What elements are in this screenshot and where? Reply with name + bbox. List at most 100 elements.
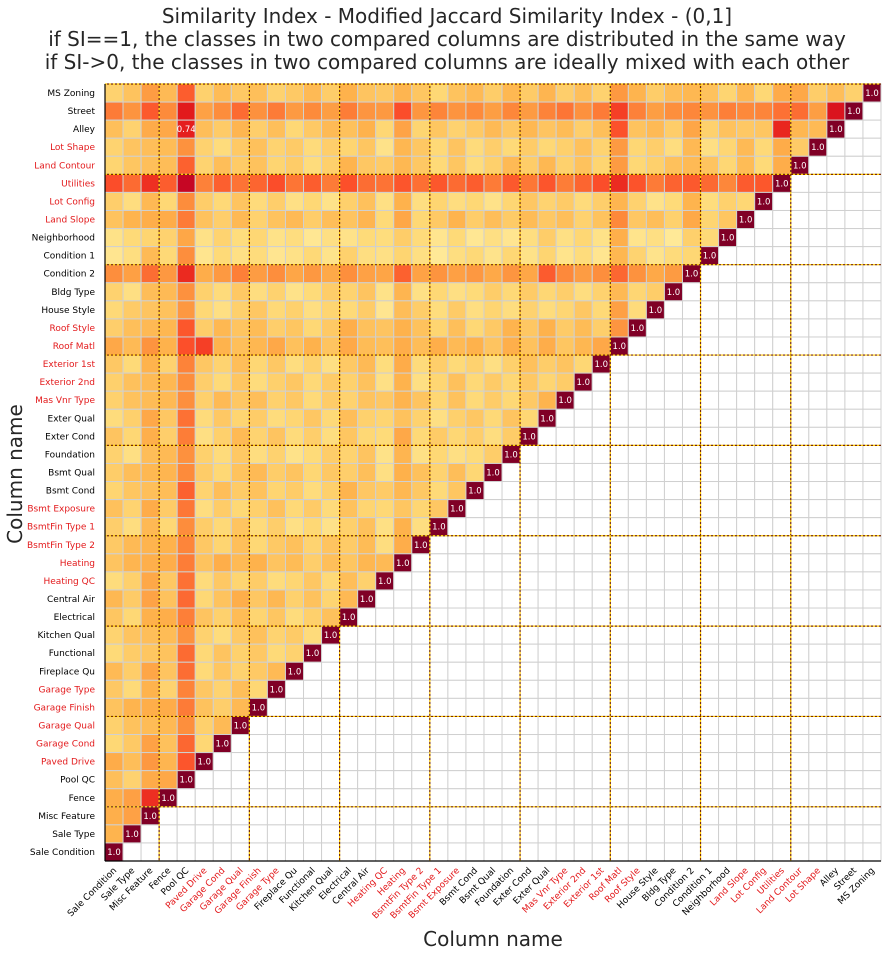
empty-cell <box>663 462 683 483</box>
empty-cell <box>321 734 341 754</box>
heatmap-cell <box>573 209 593 230</box>
diagonal-value-label: 1.0 <box>450 505 464 515</box>
empty-cell <box>754 300 774 320</box>
heatmap-cell <box>266 119 286 139</box>
empty-cell <box>411 715 431 736</box>
empty-cell <box>736 697 756 717</box>
heatmap-cell <box>194 625 214 645</box>
empty-cell <box>862 661 882 681</box>
y-tick-exterior-2nd: Exterior 2nd <box>40 378 96 388</box>
heatmap-cell <box>176 426 196 446</box>
heatmap-cell <box>230 83 250 103</box>
heatmap-cell <box>122 607 142 627</box>
heatmap-cell <box>447 372 467 392</box>
empty-cell <box>465 571 485 591</box>
empty-cell <box>826 607 846 627</box>
empty-cell <box>357 788 377 808</box>
heatmap-cell <box>700 191 720 211</box>
heatmap-cell <box>230 462 250 483</box>
heatmap-cell <box>230 336 250 356</box>
heatmap-cell <box>266 137 286 157</box>
heatmap-cell <box>303 300 323 320</box>
empty-cell <box>537 697 557 717</box>
heatmap-cell <box>122 752 142 772</box>
diagonal-value-label: 1.0 <box>595 360 609 370</box>
heatmap-cell <box>591 228 611 248</box>
heatmap-cell <box>321 354 341 374</box>
heatmap-cell <box>718 119 738 139</box>
empty-cell <box>591 806 611 826</box>
heatmap-cell <box>573 264 593 284</box>
empty-cell <box>826 408 846 428</box>
heatmap-cell <box>158 209 178 230</box>
empty-cell <box>862 336 882 356</box>
heatmap-cell <box>194 535 214 555</box>
empty-cell <box>718 408 738 428</box>
heatmap-cell <box>357 408 377 428</box>
y-tick-garage-type: Garage Type <box>39 685 96 695</box>
empty-cell <box>844 661 864 681</box>
heatmap-cell <box>140 119 160 139</box>
heatmap-cell <box>429 101 449 121</box>
heatmap-cell <box>465 83 485 103</box>
empty-cell <box>844 643 864 663</box>
heatmap-cell <box>122 318 142 338</box>
empty-cell <box>555 535 575 555</box>
empty-cell <box>700 752 720 772</box>
heatmap-cell <box>339 155 359 175</box>
heatmap-cell <box>519 101 539 121</box>
empty-cell <box>591 770 611 790</box>
heatmap-cell <box>212 246 232 266</box>
chart-title-line-3: if SI->0, the classes in two compared co… <box>45 50 850 74</box>
heatmap-cell <box>718 209 738 230</box>
empty-cell <box>447 842 467 862</box>
heatmap-cell <box>429 336 449 356</box>
empty-cell <box>862 517 882 537</box>
empty-cell <box>790 318 810 338</box>
empty-cell <box>537 806 557 826</box>
heatmap-cell <box>212 354 232 374</box>
empty-cell <box>537 426 557 446</box>
empty-cell <box>700 715 720 736</box>
heatmap-cell <box>700 83 720 103</box>
empty-cell <box>826 734 846 754</box>
empty-cell <box>718 246 738 266</box>
empty-cell <box>862 372 882 392</box>
heatmap-cell <box>140 83 160 103</box>
heatmap-cell <box>176 553 196 573</box>
empty-cell <box>772 589 792 609</box>
empty-cell <box>681 661 702 681</box>
empty-cell <box>429 788 449 808</box>
empty-cell <box>248 770 268 790</box>
heatmap-cell <box>176 462 196 483</box>
empty-cell <box>772 842 792 862</box>
heatmap-cell <box>339 553 359 573</box>
empty-cell <box>627 788 647 808</box>
heatmap-cell <box>104 462 124 483</box>
empty-cell <box>393 734 413 754</box>
empty-cell <box>808 770 828 790</box>
heatmap-cell <box>339 426 359 446</box>
empty-cell <box>429 535 449 555</box>
heatmap-cell <box>537 155 557 175</box>
heatmap-cell <box>357 155 377 175</box>
heatmap-cell <box>754 101 774 121</box>
empty-cell <box>718 715 738 736</box>
heatmap-cell <box>411 426 431 446</box>
empty-cell <box>681 607 702 627</box>
empty-cell <box>194 806 214 826</box>
empty-cell <box>663 752 683 772</box>
empty-cell <box>681 282 702 302</box>
heatmap-cell <box>321 119 341 139</box>
heatmap-cell <box>176 571 196 591</box>
empty-cell <box>465 788 485 808</box>
empty-cell <box>573 806 593 826</box>
heatmap-cell <box>447 300 467 320</box>
empty-cell <box>754 824 774 844</box>
empty-cell <box>862 137 882 157</box>
heatmap-cell <box>627 155 647 175</box>
empty-cell <box>862 589 882 609</box>
heatmap-cell <box>591 336 611 356</box>
heatmap-cell <box>212 318 232 338</box>
empty-cell <box>862 607 882 627</box>
